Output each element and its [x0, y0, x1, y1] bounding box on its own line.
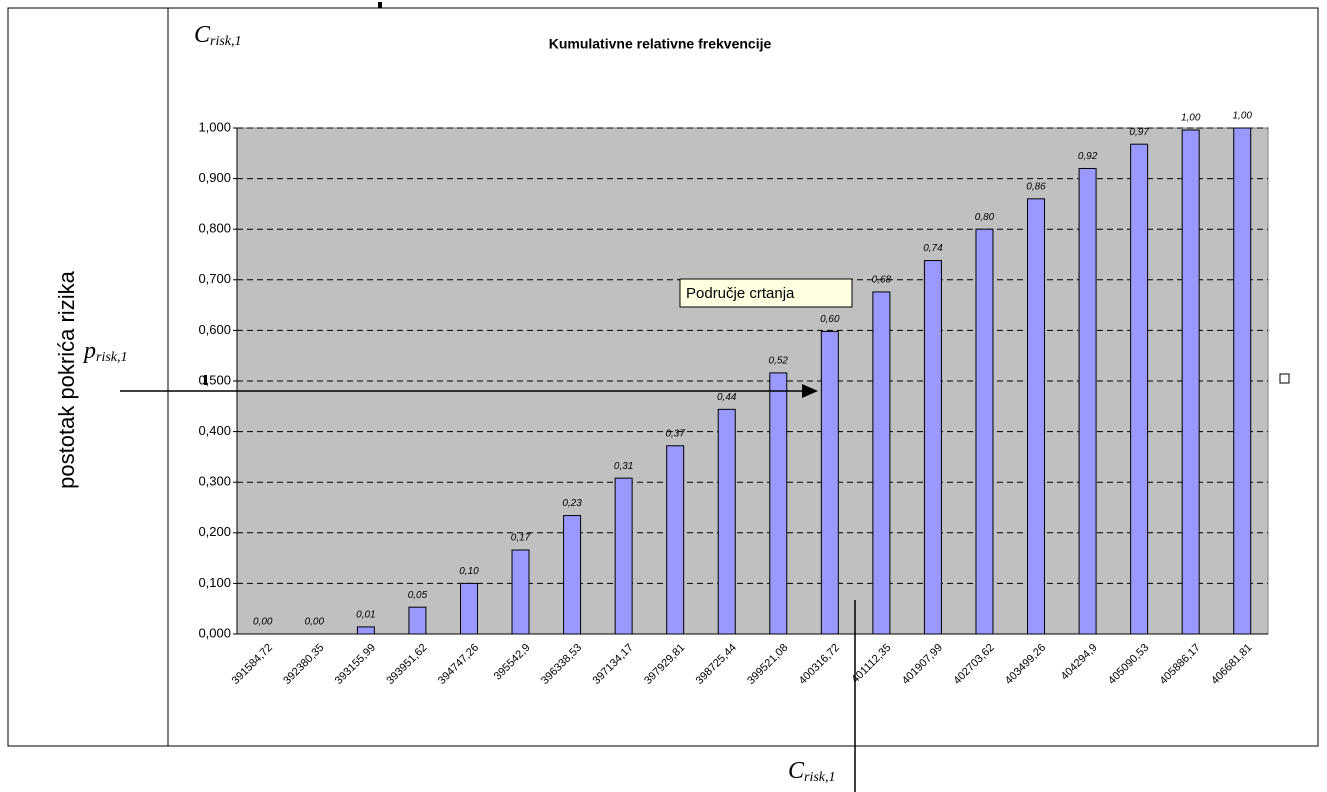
bar: [563, 515, 582, 635]
y-tick-label: 0,700: [198, 271, 231, 286]
bar: [1027, 198, 1046, 635]
x-tick-label: 401112,35: [849, 642, 893, 686]
value-label: 0,00: [305, 617, 325, 628]
value-label: 0,23: [562, 498, 582, 509]
value-label: 1,00: [1181, 113, 1201, 124]
annotation: prisk,1: [82, 338, 128, 366]
marker: [204, 375, 207, 385]
x-tick-label: 394747,26: [436, 642, 481, 687]
bar: [511, 549, 530, 635]
x-tick-label: 395542,9: [492, 642, 533, 683]
bar: [820, 330, 839, 635]
y-tick-label: 0,400: [198, 423, 231, 438]
value-label: 0,17: [511, 533, 531, 544]
bar: [923, 260, 942, 635]
y-tick-label: 1,000: [198, 119, 231, 134]
y-axis-label: postotak pokrića rizika: [54, 270, 79, 488]
y-tick-label: 0,900: [198, 170, 231, 185]
x-tick-label: 400316,72: [797, 642, 842, 687]
value-label: 0,31: [614, 461, 633, 472]
x-tick-label: 393155,99: [333, 642, 378, 687]
value-label: 1,00: [1232, 111, 1252, 122]
x-tick-label: 401907,99: [900, 642, 945, 687]
value-label: 0,74: [923, 243, 943, 254]
value-label: 0,92: [1078, 151, 1098, 162]
x-tick-label: 406681,81: [1209, 642, 1254, 687]
bar: [408, 606, 427, 635]
y-tick-label: 0,800: [198, 221, 231, 236]
bar: [1130, 143, 1149, 635]
y-tick-label: 0,600: [198, 322, 231, 337]
value-label: 0,44: [717, 392, 737, 403]
value-label: 0,10: [459, 566, 479, 577]
y-tick-label: 0,200: [198, 524, 231, 539]
x-tick-label: 399521,08: [745, 642, 790, 687]
y-tick-label: 0,500: [198, 372, 231, 387]
marker: [378, 2, 382, 8]
value-label: 0,86: [1026, 181, 1046, 192]
value-label: 0,52: [769, 356, 789, 367]
x-tick-label: 405090,53: [1106, 642, 1151, 687]
value-label: 0,00: [253, 617, 273, 628]
handle: [1279, 373, 1290, 384]
x-tick-label: 402703,62: [951, 642, 996, 687]
annotation: Crisk,1: [788, 758, 836, 786]
value-label: 0,37: [665, 428, 685, 439]
tooltip: [679, 278, 853, 308]
bar: [769, 372, 788, 635]
bar: [666, 445, 685, 635]
frame: [7, 7, 1319, 747]
value-label: 0,97: [1129, 127, 1149, 138]
bar: [872, 291, 891, 635]
bar: [459, 582, 478, 635]
bar: [614, 477, 633, 635]
x-tick-label: 405886,17: [1158, 642, 1203, 687]
bar: [975, 228, 994, 635]
x-tick-label: 397134,17: [591, 642, 636, 687]
bar: [717, 408, 736, 635]
x-tick-label: 403499,26: [1003, 642, 1048, 687]
bar: [356, 626, 375, 635]
value-label: 0,80: [975, 212, 995, 223]
x-tick-label: 391584,72: [230, 642, 275, 687]
tooltip-text: Područje crtanja: [686, 285, 795, 302]
x-tick-label: 392380,35: [281, 642, 326, 687]
y-tick-label: 0,100: [198, 575, 231, 590]
x-tick-label: 397929,81: [642, 642, 687, 687]
bar: [1181, 129, 1200, 635]
value-label: 0,01: [356, 610, 375, 621]
value-label: 0,68: [872, 275, 892, 286]
value-label: 0,05: [408, 590, 428, 601]
x-tick-label: 396338,53: [539, 642, 584, 687]
bar: [1233, 127, 1252, 635]
chart-title: Kumulativne relativne frekvencije: [549, 36, 772, 52]
y-tick-label: 0,000: [198, 625, 231, 640]
value-label: 0,60: [820, 314, 840, 325]
x-tick-label: 393951,62: [384, 642, 429, 687]
x-tick-label: 398725,44: [694, 642, 739, 687]
bar: [1078, 167, 1097, 635]
arrowhead: [802, 384, 818, 398]
y-tick-label: 0,300: [198, 474, 231, 489]
annotation: Crisk,1: [194, 22, 242, 50]
x-tick-label: 404294,9: [1059, 642, 1100, 683]
